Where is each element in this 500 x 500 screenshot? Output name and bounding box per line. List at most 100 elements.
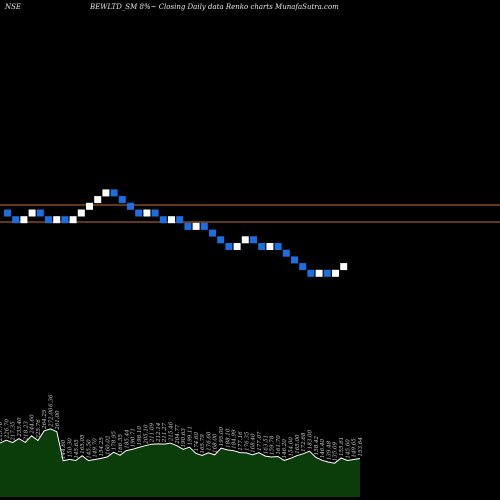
volume-label: 215.70 [0,421,4,442]
volume-label: 165.05 [80,434,86,454]
volume-label: 205.10 [143,424,149,445]
renko-brick [225,243,233,250]
renko-brick [28,209,36,217]
volume-label: 204.77 [175,424,181,445]
volume-label: 177.07 [257,431,263,451]
volume-label: 264.25 [42,409,48,430]
volume-label: 233.40 [17,417,23,438]
volume-area [0,428,361,497]
renko-brick [299,263,307,271]
volume-label: 195.00 [219,426,225,446]
volume-label: 225.76 [36,419,42,440]
volume-fill [0,428,360,497]
renko-brick [110,189,118,197]
renko-brick [274,243,282,250]
volume-label: 153.64 [358,437,364,457]
renko-brick [69,216,77,224]
renko-brick [315,269,323,277]
renko-brick [127,202,134,210]
renko-brick [86,202,93,210]
volume-label: 185.44 [124,429,130,449]
volume-label: 177.16 [238,431,244,451]
renko-brick [118,196,126,204]
chart-caption: BEWLTD_SM 8%~ Closing Daily data Renko c… [90,3,339,11]
volume-label: 145.65 [74,439,80,459]
renko-brick [176,216,184,224]
renko-brick [323,269,331,277]
volume-label: 212.14 [156,422,162,443]
renko-brick [135,209,143,217]
volume-labels: 215.70 226.70 217.35 233.40 218.23 244.60 225.… [0,394,364,461]
volume-label: 150.30 [68,438,74,458]
renko-brick [291,256,298,264]
volume-label: 168.40 [251,433,257,453]
volume-label: 174.60 [194,432,200,452]
renko-brick [12,216,20,224]
volume-label: 226.70 [4,418,10,439]
renko-brick [184,222,192,230]
volume-label: 190.71 [131,428,137,447]
renko-brick [61,216,69,224]
volume-label: 145.50 [86,439,92,459]
reference-lines [0,204,500,223]
volume-label: 146.40 [320,439,326,459]
volume-label: 154.25 [99,437,105,457]
volume-peak-label: 6.36 [49,394,55,407]
renko-brick [53,216,61,224]
volume-label: 198.10 [137,426,143,446]
volume-label: 217.35 [11,421,17,442]
renko-brick [258,243,266,250]
renko-brick [340,263,348,271]
volume-label: 166.55 [118,434,124,454]
volume-label: 218.23 [23,421,29,442]
volume-label: 161.70 [276,435,282,455]
volume-label: 183.00 [308,429,314,449]
renko-brick [233,243,241,250]
volume-label: 145.60 [345,439,351,459]
volume-label: 159.78 [270,435,276,455]
renko-brick [168,216,175,224]
volume-label: 176.35 [244,431,250,451]
volume-label: 155.61 [339,437,345,456]
renko-brick [77,209,85,217]
volume-label: 163.51 [263,435,269,454]
volume-label: 188.10 [225,428,231,448]
renko-brick [307,269,315,277]
volume-label: 154.00 [289,437,295,457]
volume-label: 184.99 [232,429,238,449]
renko-brick [192,222,200,230]
exchange-label: NSE [5,3,22,11]
renko-brick [4,209,11,217]
renko-brick [36,209,44,217]
renko-brick [94,196,102,204]
renko-brick [217,236,225,244]
renko-brick [241,236,249,244]
volume-label: 149.70 [93,438,99,458]
volume-label: 165.79 [200,434,206,454]
renko-brick [45,216,52,224]
renko-brick [266,243,274,250]
volume-label: 261.00 [55,410,61,431]
renko-brick [143,209,151,217]
renko-brick [151,209,159,217]
volume-label: 176.60 [206,431,212,451]
renko-brick [282,249,290,257]
volume-label: 199.11 [188,426,194,445]
volume-label: 146.20 [282,439,288,459]
volume-label: 244.60 [30,414,36,435]
volume-label: 172.68 [301,432,307,452]
volume-label: 158.42 [314,436,320,456]
renko-brick [209,229,216,237]
volume-label: 178.95 [112,430,118,450]
renko-brick [20,216,28,224]
renko-brick [332,269,339,277]
volume-label: 135.09 [333,441,339,461]
volume-label: 168.00 [213,433,219,453]
volume-label: 165.00 [295,434,301,454]
renko-brick [250,236,257,244]
volume-label: 190.63 [181,428,187,448]
volume-label: 139.48 [326,440,332,460]
volume-label: 211.27 [162,422,168,443]
renko-brick [200,222,208,230]
renko-brick [102,189,110,197]
